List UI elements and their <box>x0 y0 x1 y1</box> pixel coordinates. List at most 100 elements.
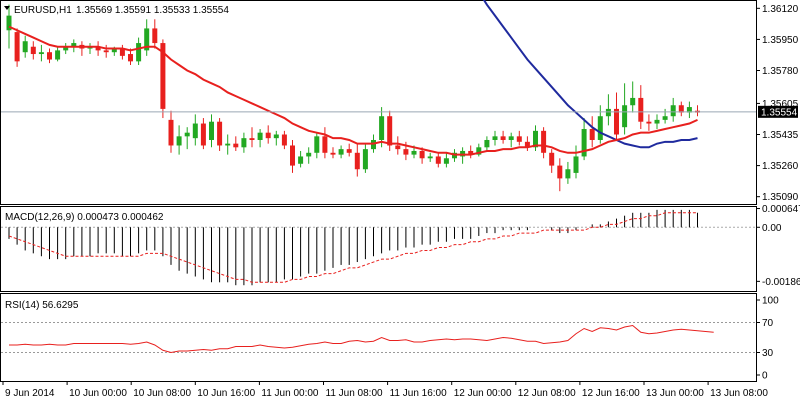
bull-candle <box>411 150 417 155</box>
bear-candle <box>468 150 474 155</box>
bull-candle <box>298 156 304 164</box>
bear-candle <box>419 150 425 159</box>
bear-candle <box>128 54 133 62</box>
y-tick-label: -0.001867 <box>762 277 800 288</box>
y-tick-label: 1.35090 <box>762 192 799 203</box>
y-tick-label: 0 <box>762 371 768 382</box>
bull-candle <box>6 15 12 31</box>
x-tick-label: 13 Jun 00:00 <box>646 388 704 399</box>
y-tick-label: 1.35260 <box>762 161 799 172</box>
time-x-axis: 9 Jun 2014 10 Jun 00:00 10 Jun 08:00 10 Jun… <box>2 381 768 399</box>
bear-candle <box>516 136 522 142</box>
bear-candle <box>330 152 336 155</box>
bear-candle <box>290 145 295 166</box>
bear-candle <box>233 143 239 148</box>
bull-candle <box>630 97 636 106</box>
bull-candle <box>508 136 514 140</box>
bull-candle <box>306 152 312 157</box>
bull-candle <box>492 136 498 140</box>
bull-candle <box>38 52 44 55</box>
bull-candle <box>55 50 61 60</box>
bear-candle <box>152 28 158 44</box>
x-tick-label: 13 Jun 08:00 <box>710 388 768 399</box>
y-tick-label: 70 <box>762 318 774 329</box>
bear-candle <box>249 138 255 140</box>
rsi-panel: 100 70 30 0 RSI(14) 56.6295 <box>0 293 779 382</box>
bull-candle <box>144 28 150 51</box>
x-tick-label: 10 Jun 16:00 <box>197 388 255 399</box>
chart-symbol-title: EURUSD,H1 <box>14 5 72 16</box>
bull-candle <box>71 43 77 47</box>
y-tick-label: 1.36120 <box>762 4 799 15</box>
bull-candle <box>670 105 676 117</box>
bull-candle <box>257 132 263 140</box>
macd-signal-line <box>8 212 698 283</box>
bull-candle <box>338 149 344 155</box>
bear-candle <box>103 50 109 53</box>
macd-panel-border <box>0 206 757 292</box>
y-tick-label: 1.35605 <box>762 99 799 110</box>
y-tick-label: 0.000647 <box>762 204 800 215</box>
bear-candle <box>435 156 441 164</box>
x-tick-label: 11 Jun 16:00 <box>390 388 448 399</box>
bear-candle <box>557 165 563 179</box>
bull-candle <box>622 105 628 128</box>
bull-candle <box>225 143 231 146</box>
bull-candle <box>443 158 449 164</box>
bear-candle <box>119 48 125 56</box>
macd-histogram <box>8 209 698 286</box>
bull-candle <box>686 107 692 113</box>
bear-candle <box>30 46 36 55</box>
x-tick-label: 9 Jun 2014 <box>5 388 55 399</box>
title-bar: EURUSD,H1 1.35569 1.35591 1.35533 1.3555… <box>4 5 229 16</box>
rsi-levels <box>1 322 756 353</box>
bear-candle <box>500 136 506 140</box>
bull-candle <box>209 121 214 140</box>
y-tick-label: 0.00 <box>762 223 782 234</box>
macd-panel: 0.000647 0.00 -0.001867 MACD(12,26,9) 0.00… <box>0 204 800 292</box>
chevron-down-icon[interactable] <box>4 6 10 10</box>
y-tick-label: 1.35435 <box>762 130 799 141</box>
rsi-panel-border <box>0 293 757 382</box>
bull-candle <box>662 116 668 120</box>
x-tick-label: 12 Jun 00:00 <box>454 388 512 399</box>
bear-candle <box>322 136 328 153</box>
bull-candle <box>605 108 611 117</box>
bull-candle <box>379 116 385 140</box>
bull-candle <box>192 123 198 139</box>
bear-candle <box>678 105 684 113</box>
ohlc-header: 1.35569 1.35591 1.35533 1.35554 <box>76 5 229 16</box>
bear-candle <box>47 52 52 60</box>
x-tick-label: 11 Jun 00:00 <box>261 388 319 399</box>
bear-candle <box>160 43 166 109</box>
bear-candle <box>395 145 401 150</box>
ma-fast-line <box>8 25 698 156</box>
rsi-title: RSI(14) 56.6295 <box>5 300 79 311</box>
bear-candle <box>646 121 652 124</box>
price-panel-border <box>0 0 757 205</box>
bull-candle <box>427 156 433 159</box>
bull-candle <box>654 119 660 124</box>
y-tick-label: 100 <box>762 296 779 307</box>
bull-candle <box>273 134 279 139</box>
bull-candle <box>581 129 587 157</box>
bear-candle <box>354 152 360 170</box>
bear-candle <box>281 134 287 146</box>
x-tick-label: 10 Jun 08:00 <box>133 388 191 399</box>
current-price-tag: 1.35554 <box>758 105 798 118</box>
bull-candle <box>176 136 182 146</box>
bear-candle <box>524 141 530 148</box>
bear-candle <box>95 46 101 51</box>
bull-candle <box>565 169 571 179</box>
x-tick-label: 11 Jun 08:00 <box>326 388 384 399</box>
bear-candle <box>217 121 223 146</box>
bear-candle <box>614 108 619 135</box>
rsi-line <box>9 324 714 354</box>
bear-candle <box>200 123 206 146</box>
bear-candle <box>638 97 644 122</box>
candle-layer <box>6 4 700 192</box>
bear-candle <box>541 130 547 153</box>
bull-candle <box>476 147 482 155</box>
x-tick-label: 12 Jun 16:00 <box>582 388 640 399</box>
